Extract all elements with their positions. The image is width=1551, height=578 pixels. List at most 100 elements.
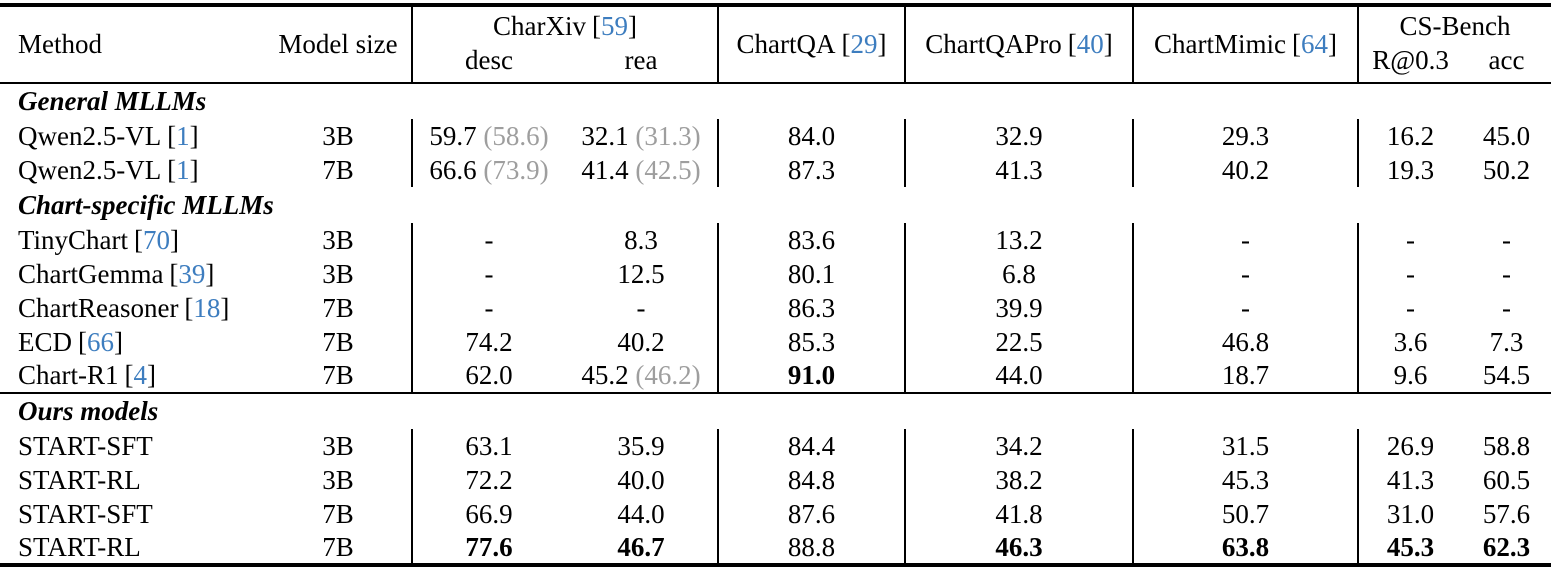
value-cell: 39.9 <box>904 291 1134 325</box>
score-value: 22.5 <box>995 326 1043 357</box>
cite-bracket-open: [ <box>169 258 179 289</box>
value-cell: 45.0 <box>1462 119 1551 153</box>
value-cell: 44.0 <box>904 359 1134 393</box>
method-cell: ChartReasoner [18] <box>0 291 265 325</box>
value-cell: 31.5 <box>1132 429 1359 463</box>
citation-link[interactable]: 70 <box>142 224 170 255</box>
col-header-model-size: Model size <box>265 5 412 84</box>
citation-link[interactable]: 4 <box>133 360 147 390</box>
cite-bracket-open: [ <box>167 120 177 151</box>
value-cell: 66.9 <box>411 497 565 531</box>
col-header-chartqa: ChartQA [29] <box>717 5 906 84</box>
benchmark-name: ChartQAPro <box>925 29 1062 59</box>
citation-link[interactable]: 29 <box>850 29 878 59</box>
value-cell: 41.4 (42.5) <box>565 153 718 187</box>
table-row: START-SFT 7B 66.9 44.0 87.6 41.8 50.7 31.0 57.6 <box>0 497 1551 531</box>
score-value: 12.5 <box>617 258 665 289</box>
score-value: - <box>1406 224 1416 255</box>
model-size-cell: 7B <box>322 531 354 562</box>
value-cell: 12.5 <box>565 257 718 291</box>
score-value: 38.2 <box>995 464 1043 495</box>
citation-link[interactable]: 64 <box>1300 29 1328 59</box>
value-cell: 9.6 <box>1357 359 1463 393</box>
score-value: 86.3 <box>787 292 836 323</box>
col-header-method: Method <box>0 5 265 84</box>
value-cell: 77.6 <box>411 531 565 565</box>
value-cell: 85.3 <box>717 325 906 359</box>
value-cell: 84.4 <box>717 429 906 463</box>
value-cell: 22.5 <box>904 325 1134 359</box>
value-cell: - <box>1132 223 1359 257</box>
value-cell: 63.8 <box>1132 531 1359 565</box>
score-value: 62.0 <box>465 360 513 390</box>
score-value: 41.4 <box>581 154 629 185</box>
cite-bracket-close: ] <box>169 224 179 255</box>
method-cell: START-SFT <box>0 497 265 531</box>
score-value: 44.0 <box>617 498 665 529</box>
score-value: 84.8 <box>787 464 836 495</box>
score-value: 7.3 <box>1489 326 1524 357</box>
method-cell: START-RL <box>0 463 265 497</box>
citation-link[interactable]: 1 <box>176 154 190 185</box>
value-cell: 18.7 <box>1132 359 1359 393</box>
score-value: 45.3 <box>1221 464 1270 495</box>
value-cell: 3.6 <box>1357 325 1463 359</box>
cite-bracket-close: ] <box>189 120 199 151</box>
benchmark-name: ChartMimic <box>1154 29 1287 59</box>
model-size-cell: 7B <box>322 292 354 323</box>
value-cell: 32.1 (31.3) <box>565 119 718 153</box>
citation-link[interactable]: 59 <box>600 10 628 41</box>
value-cell: 40.2 <box>565 325 718 359</box>
citation-link[interactable]: 1 <box>176 120 190 151</box>
benchmark-name: CS-Bench <box>1399 10 1511 41</box>
col-header-r03: R@0.3 <box>1357 45 1463 84</box>
col-header-charxiv: CharXiv [59] <box>410 5 719 45</box>
score-value: 54.5 <box>1482 360 1531 390</box>
citation-link[interactable]: 66 <box>86 326 114 357</box>
score-value: 32.1 <box>581 120 629 151</box>
score-value: 83.6 <box>787 224 836 255</box>
value-cell: - <box>1462 291 1551 325</box>
value-cell: 84.8 <box>717 463 906 497</box>
score-value: 74.2 <box>465 326 513 357</box>
value-cell: - <box>1357 223 1463 257</box>
citation-link[interactable]: 18 <box>193 292 221 323</box>
section-header-row: General MLLMs <box>0 83 1551 119</box>
method-cell: Chart-R1 [4] <box>0 359 265 393</box>
method-name: Chart-R1 <box>18 360 119 390</box>
value-cell: 8.3 <box>565 223 718 257</box>
table-row: Qwen2.5-VL [1] 7B 66.6 (73.9) 41.4 (42.5) 87.… <box>0 153 1551 187</box>
cite-bracket-close: ] <box>877 29 887 59</box>
secondary-score: (31.3) <box>628 120 701 151</box>
value-cell: 45.3 <box>1357 531 1463 565</box>
cite-bracket-close: ] <box>189 154 199 185</box>
citation-link[interactable]: 39 <box>178 258 206 289</box>
value-cell: - <box>1357 291 1463 325</box>
table-body: General MLLMs Qwen2.5-VL [1] 3B 59.7 (58.6) 3… <box>0 83 1551 565</box>
table-row: START-RL 3B 72.2 40.0 84.8 38.2 45.3 41.3 60.5 <box>0 463 1551 497</box>
score-value: 31.5 <box>1221 430 1270 461</box>
value-cell: 38.2 <box>904 463 1134 497</box>
score-value: - <box>1502 258 1512 289</box>
method-cell: ECD [66] <box>0 325 265 359</box>
method-name: START-SFT <box>18 430 153 461</box>
table-header: Method Model size CharXiv [59] ChartQA [29… <box>0 5 1551 84</box>
score-value: 87.3 <box>787 154 836 185</box>
score-value: 88.8 <box>787 531 836 562</box>
score-value: 45.0 <box>1482 120 1531 151</box>
method-cell: ChartGemma [39] <box>0 257 265 291</box>
col-header-chartmimic: ChartMimic [64] <box>1132 5 1359 84</box>
value-cell: 84.0 <box>717 119 906 153</box>
score-value: - <box>1241 292 1251 323</box>
cite-bracket-close: ] <box>1103 29 1113 59</box>
value-cell: - <box>565 291 718 325</box>
value-cell: 62.0 <box>411 359 565 393</box>
score-value: 3.6 <box>1393 326 1428 357</box>
method-name: START-RL <box>18 464 141 495</box>
cite-bracket-close: ] <box>220 292 230 323</box>
score-value: 80.1 <box>787 258 836 289</box>
value-cell: 87.3 <box>717 153 906 187</box>
citation-link[interactable]: 40 <box>1076 29 1104 59</box>
method-name: ECD <box>18 326 72 357</box>
cite-bracket-open: [ <box>184 292 194 323</box>
